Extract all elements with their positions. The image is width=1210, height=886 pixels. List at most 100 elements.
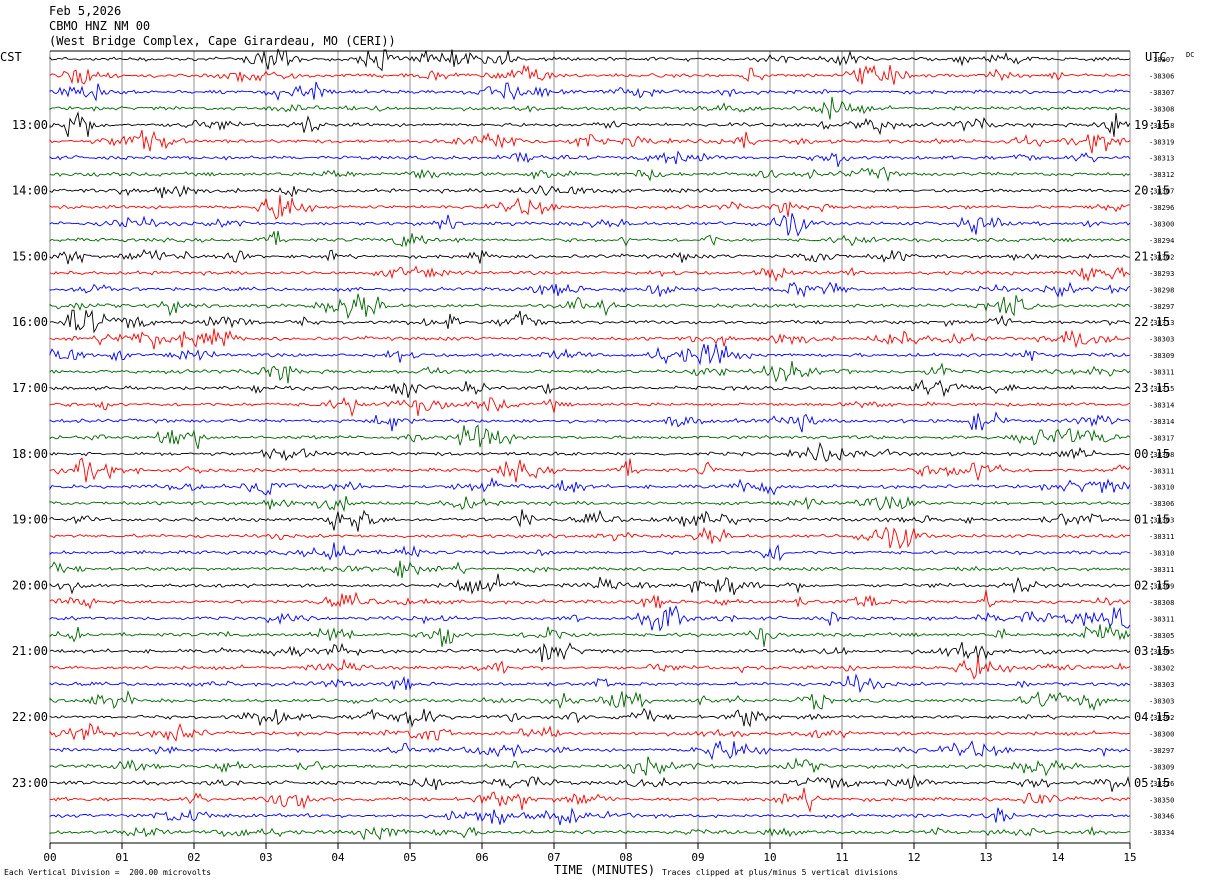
station-label: CBMO HNZ NM 00 [49, 19, 151, 33]
x-tick-label: 14 [1051, 851, 1065, 864]
seismic-trace [49, 825, 1131, 841]
dc-offset-label: -38315 [1149, 385, 1174, 393]
dc-offset-label: -38308 [1149, 105, 1174, 113]
dc-offset-label: -38296 [1149, 204, 1174, 212]
seismic-trace [49, 343, 1131, 366]
dc-offset-label: -38314 [1149, 418, 1174, 426]
dc-offset-label: -38300 [1149, 730, 1174, 738]
x-tick-label: 00 [43, 851, 56, 864]
seismic-trace [49, 573, 1130, 595]
seismic-trace [49, 379, 1131, 398]
seismic-trace [49, 542, 1131, 562]
seismic-trace [49, 309, 1131, 334]
dc-offset-label: -38309 [1149, 582, 1174, 590]
dc-offset-label: -38311 [1149, 615, 1174, 623]
dc-offset-label: -38300 [1149, 221, 1174, 229]
dc-offset-label: -38308 [1149, 451, 1174, 459]
x-tick-label: 04 [331, 851, 345, 864]
x-tick-label: 09 [691, 851, 704, 864]
utc-hour-label: 23:15 [1134, 381, 1170, 395]
utc-hour-label: 03:15 [1134, 644, 1170, 658]
utc-hour-label: 02:15 [1134, 578, 1170, 592]
utc-hour-label: 01:15 [1134, 513, 1170, 527]
seismic-trace [49, 396, 1131, 418]
dc-offset-label: -38310 [1149, 550, 1174, 558]
seismic-trace [49, 64, 1131, 85]
seismic-trace [49, 441, 1131, 462]
cst-hour-label: 15:00 [12, 249, 48, 263]
dc-offset-label: -38334 [1149, 829, 1174, 837]
dc-offset-label: -38317 [1149, 434, 1174, 442]
seismic-trace [49, 265, 1131, 282]
dc-offset-label: -38298 [1149, 286, 1174, 294]
x-tick-label: 10 [763, 851, 776, 864]
utc-hour-label: 21:15 [1134, 249, 1170, 263]
dc-offset-label: -38302 [1149, 253, 1174, 261]
seismic-trace [49, 589, 1131, 610]
cst-hour-label: 14:00 [12, 184, 48, 198]
utc-hour-label: 22:15 [1134, 315, 1170, 329]
seismic-trace [49, 48, 1131, 72]
seismic-trace [49, 673, 1131, 694]
dc-offset-label: -38311 [1149, 467, 1174, 475]
seismic-trace [49, 560, 1131, 579]
dc-offset-label: -38326 [1149, 780, 1174, 788]
scale-note: Each Vertical Division = 200.00 microvol… [4, 868, 212, 877]
cst-hour-label: 22:00 [12, 710, 48, 724]
utc-hour-label: 00:15 [1134, 447, 1170, 461]
dc-offset-label: -38305 [1149, 648, 1174, 656]
seismic-trace [49, 495, 1131, 513]
x-tick-label: 03 [259, 851, 272, 864]
utc-hour-label: 20:15 [1134, 184, 1170, 198]
x-axis-title: TIME (MINUTES) [554, 863, 656, 877]
utc-hour-label: 19:15 [1134, 118, 1170, 132]
dc-offset-label: -38303 [1149, 698, 1174, 706]
dc-offset-label: -38307 [1149, 188, 1174, 196]
dc-offset-label: -38311 [1149, 369, 1174, 377]
dc-offset-label: -38307 [1149, 89, 1174, 97]
dc-offset-label: -38314 [1149, 401, 1174, 409]
seismic-trace [49, 722, 1131, 742]
seismic-trace [49, 605, 1131, 632]
x-tick-label: 11 [835, 851, 848, 864]
dc-offset-label: -38303 [1149, 336, 1174, 344]
cst-hour-label: 18:00 [12, 447, 48, 461]
dc-offset-label: -38303 [1149, 517, 1174, 525]
seismic-trace [49, 361, 1131, 384]
dc-offset-label: -38302 [1149, 714, 1174, 722]
seismic-trace [49, 457, 1131, 483]
seismic-trace [49, 111, 1131, 137]
dc-offset-label: -38297 [1149, 303, 1174, 311]
dc-offset-label: -38312 [1149, 171, 1174, 179]
dc-offset-label: -38309 [1149, 763, 1174, 771]
cst-hour-label: 16:00 [12, 315, 48, 329]
seismic-trace [49, 213, 1131, 237]
seismic-trace [49, 194, 1131, 220]
x-tick-label: 12 [907, 851, 920, 864]
x-tick-label: 08 [619, 851, 632, 864]
dc-offset-label: -38293 [1149, 270, 1174, 278]
seismic-trace [49, 476, 1131, 496]
dc-offset-label: -38311 [1149, 566, 1174, 574]
x-tick-label: 06 [475, 851, 488, 864]
date-label: Feb 5,2026 [49, 4, 122, 18]
cst-hour-label: 23:00 [12, 776, 48, 790]
x-tick-label: 05 [403, 851, 416, 864]
seismic-trace [49, 129, 1131, 154]
dc-offset-label: -38350 [1149, 796, 1174, 804]
dc-offset-label: -38302 [1149, 665, 1174, 673]
utc-hour-label: 04:15 [1134, 710, 1170, 724]
x-tick-label: 07 [547, 851, 560, 864]
seismic-trace [49, 807, 1131, 826]
dc-column-header: DC [1186, 51, 1194, 59]
utc-axis-label: UTC [1145, 50, 1167, 64]
seismic-trace [49, 756, 1131, 777]
dc-offset-label: -38305 [1149, 632, 1174, 640]
seismic-trace [49, 166, 1131, 183]
dc-offset-label: -38303 [1149, 681, 1174, 689]
cst-hour-label: 20:00 [12, 578, 48, 592]
seismic-trace [49, 424, 1131, 450]
dc-offset-label: -38307 [1149, 56, 1174, 64]
x-tick-label: 13 [979, 851, 992, 864]
